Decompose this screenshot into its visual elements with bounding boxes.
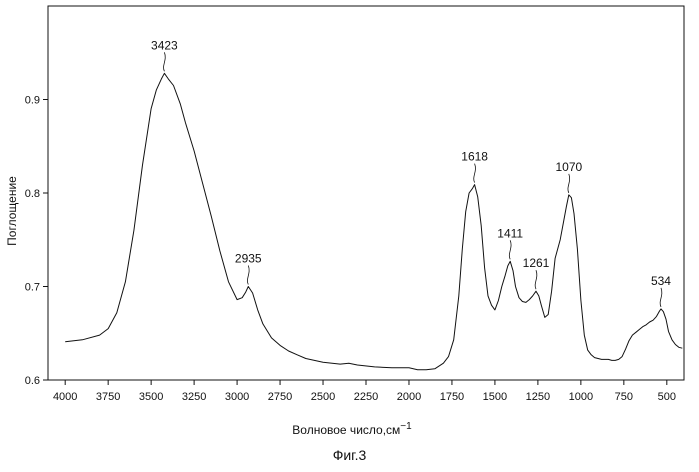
x-axis-unit-exponent: −1 xyxy=(400,421,412,432)
x-tick-label: 2500 xyxy=(311,391,335,403)
plot-frame xyxy=(48,6,684,380)
peak-label: 1411 xyxy=(497,226,523,240)
absorbance-series-line xyxy=(65,73,682,369)
peak-leader-line xyxy=(164,52,166,71)
y-tick-label: 0.7 xyxy=(25,282,40,294)
peak-leader-line xyxy=(535,270,537,289)
peak-label: 534 xyxy=(651,274,671,288)
figure-caption: Фиг.3 xyxy=(0,447,699,463)
x-tick-label: 3750 xyxy=(96,391,120,403)
x-tick-label: 1000 xyxy=(569,391,593,403)
peak-annotations: 3423 2935 1618 1411 1261 1070 534 xyxy=(151,38,671,307)
x-tick-label: 1750 xyxy=(440,391,464,403)
x-tick-label: 1250 xyxy=(526,391,550,403)
x-tick-label: 4000 xyxy=(53,391,77,403)
y-tick-label: 0.6 xyxy=(25,375,40,387)
peak-leader-line xyxy=(568,174,570,193)
peak-label: 1261 xyxy=(523,256,550,270)
y-tick-label: 0.9 xyxy=(25,95,40,107)
y-tick-label: 0.8 xyxy=(25,188,40,200)
peak-leader-line xyxy=(509,240,511,259)
peak-leader-line xyxy=(474,164,476,183)
x-axis-title: Волновое число,см−1 xyxy=(292,421,412,437)
peak-label: 1618 xyxy=(461,150,488,164)
x-tick-label: 500 xyxy=(658,391,676,403)
spectrum-chart: 0.6 0.7 0.8 0.9 4000 3750 3500 3250 3000 2750 250… xyxy=(0,0,699,440)
x-tick-label: 3500 xyxy=(139,391,163,403)
y-axis-title: Поглощение xyxy=(5,176,19,246)
x-tick-label: 3000 xyxy=(225,391,249,403)
peak-leader-line xyxy=(660,288,662,307)
x-tick-label: 2750 xyxy=(268,391,292,403)
x-tick-label: 2250 xyxy=(354,391,378,403)
peak-label: 3423 xyxy=(151,38,178,52)
x-axis-title-text: Волновое число, xyxy=(292,423,386,437)
peak-leader-line xyxy=(247,266,249,285)
x-axis-unit: см xyxy=(386,423,400,437)
peak-label: 2935 xyxy=(235,252,262,266)
y-axis: 0.6 0.7 0.8 0.9 xyxy=(25,95,48,388)
x-axis: 4000 3750 3500 3250 3000 2750 2500 2250 2000 1750… xyxy=(53,380,676,403)
x-tick-label: 750 xyxy=(615,391,633,403)
x-tick-label: 1500 xyxy=(483,391,507,403)
peak-label: 1070 xyxy=(555,160,582,174)
x-tick-label: 3250 xyxy=(182,391,206,403)
x-tick-label: 2000 xyxy=(397,391,421,403)
